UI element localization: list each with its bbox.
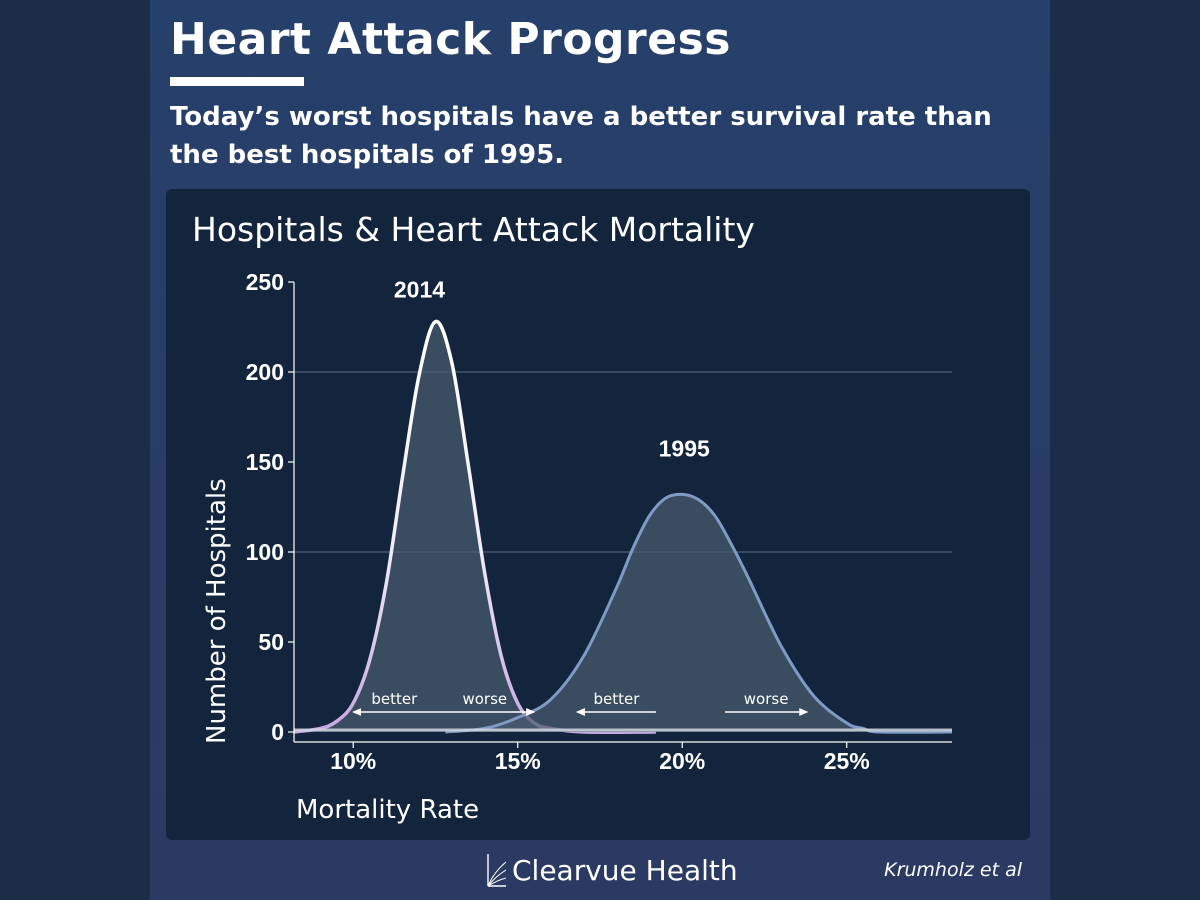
x-tick-label-20: 20%	[659, 748, 705, 774]
y-tick-label-200: 200	[246, 359, 284, 385]
y-tick-label-150: 150	[246, 449, 284, 475]
clearvue-logo-icon	[487, 854, 506, 887]
page-subtitle: Today’s worst hospitals have a better su…	[170, 102, 992, 170]
area-layer	[293, 319, 953, 735]
brand-name: Clearvue Health	[512, 853, 738, 887]
arrow-label-2014-worse: worse	[462, 690, 507, 708]
series-1995-line	[445, 492, 953, 734]
y-tick-label-50: 50	[258, 629, 284, 655]
series-label-1995: 1995	[659, 435, 710, 461]
grid-layer	[294, 371, 952, 553]
slide: Heart Attack Progress Today’s worst hosp…	[150, 0, 1050, 900]
series-2014-area	[294, 321, 656, 733]
series-label-2014: 2014	[394, 277, 445, 303]
title-underline	[170, 77, 304, 86]
mortality-chart: Hospitals & Heart Attack Mortality 0 50 10…	[192, 210, 953, 825]
y-tick-label-100: 100	[246, 539, 284, 565]
x-axis-label: Mortality Rate	[296, 795, 479, 825]
arrow-label-1995-better: better	[593, 690, 640, 708]
arrow-label-2014-better: better	[371, 690, 418, 708]
x-tick-label-10: 10%	[330, 748, 376, 774]
x-tick-label-25: 25%	[824, 748, 870, 774]
chart-title: Hospitals & Heart Attack Mortality	[192, 210, 755, 249]
page-title: Heart Attack Progress	[170, 14, 731, 65]
label-layer: 2014 better worse 1995 better worse	[352, 277, 809, 716]
chart-panel: Hospitals & Heart Attack Mortality 0 50 10…	[166, 189, 1030, 840]
y-axis-label: Number of Hospitals	[202, 478, 232, 744]
arrow-label-1995-worse: worse	[744, 690, 789, 708]
brand-logo: Clearvue Health	[486, 850, 738, 890]
series-1995-area	[445, 494, 952, 733]
y-tick-label-0: 0	[271, 719, 284, 745]
y-tick-label-250: 250	[246, 269, 284, 295]
source-credit: Krumholz et al	[884, 859, 1022, 881]
axis-layer: 0 50 100 150 200 250 10% 15% 20% 25%	[246, 269, 952, 774]
x-tick-label-15: 15%	[495, 748, 541, 774]
